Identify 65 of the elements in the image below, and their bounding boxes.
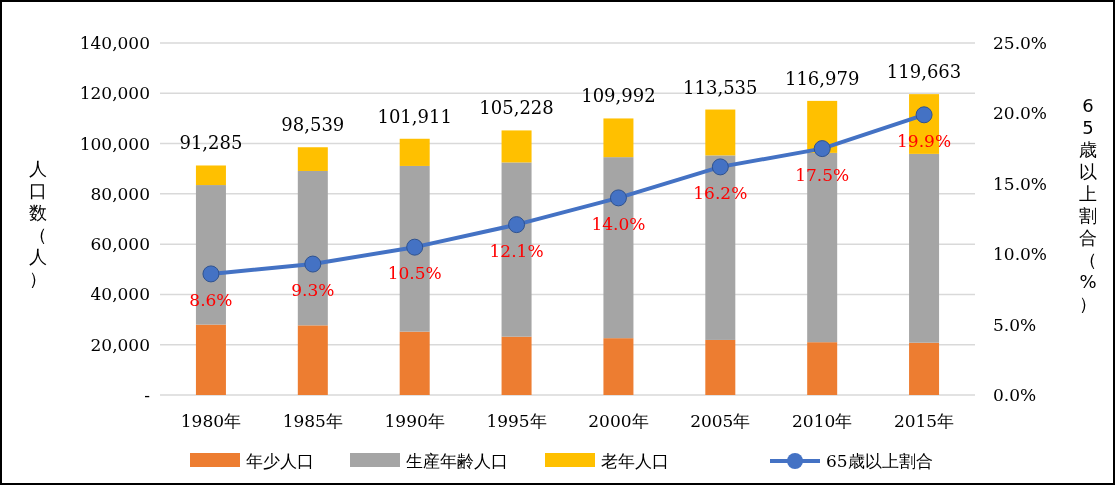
total-label: 98,539 — [281, 114, 345, 136]
x-tick-label: 1985年 — [282, 411, 343, 431]
y2-tick-label: 25.0% — [993, 33, 1048, 53]
y-tick-label: 20,000 — [90, 334, 150, 355]
total-label: 101,911 — [377, 105, 452, 127]
text: 65歳以上割合（%） — [1079, 95, 1097, 314]
legend-label: 老年人口 — [601, 451, 669, 471]
point — [813, 140, 831, 158]
total-label: 109,992 — [581, 85, 656, 107]
y-tick-label: 140,000 — [79, 33, 150, 53]
total-label: 113,535 — [683, 76, 758, 98]
x-tick-label: 1990年 — [384, 411, 445, 431]
total-label: 116,979 — [784, 67, 860, 89]
data-label: 16.2% — [693, 182, 748, 203]
bar — [909, 342, 940, 395]
y2-tick-label: 5.0% — [993, 314, 1037, 335]
bar — [705, 339, 736, 395]
total-label: 105,228 — [479, 97, 554, 119]
y-axis-title: 人口数（人） — [29, 158, 47, 289]
bar — [909, 153, 940, 343]
bar — [807, 342, 838, 395]
y2-tick-label: 0.0% — [993, 385, 1037, 405]
bar — [501, 130, 532, 163]
bar — [399, 331, 430, 395]
legend-label: 65歳以上割合 — [826, 451, 933, 471]
y2-tick-label: 15.0% — [993, 173, 1048, 194]
legend-label: 生産年齢人口 — [406, 451, 508, 471]
point — [609, 189, 627, 207]
y-tick-label: - — [144, 385, 150, 405]
point — [711, 158, 729, 176]
point — [406, 238, 424, 256]
x-tick-label: 2015年 — [893, 411, 955, 431]
y-tick-label: 100,000 — [79, 133, 150, 154]
x-tick-label: 1995年 — [486, 411, 547, 431]
point — [304, 255, 322, 273]
bar — [399, 138, 430, 166]
x-tick-label: 2010年 — [792, 411, 853, 431]
total-label: 119,663 — [886, 61, 962, 83]
y-tick-label: 80,000 — [90, 183, 150, 204]
point — [202, 265, 220, 283]
bar — [501, 336, 532, 395]
bar — [603, 118, 634, 158]
y2-tick-label: 10.0% — [993, 244, 1048, 265]
y2-tick-label: 20.0% — [993, 103, 1048, 124]
data-label: 12.1% — [489, 240, 544, 261]
bar — [195, 165, 226, 186]
bar — [297, 325, 328, 395]
legend-label: 年少人口 — [246, 451, 314, 471]
y-tick-label: 120,000 — [79, 83, 150, 104]
total-label: 91,285 — [179, 132, 243, 154]
bar — [297, 147, 328, 171]
y-tick-label: 40,000 — [90, 284, 150, 305]
bar — [603, 338, 634, 395]
bar — [195, 324, 226, 395]
data-label: 14.0% — [591, 213, 646, 234]
data-label: 8.6% — [189, 289, 233, 310]
data-label: 9.3% — [291, 280, 335, 301]
x-tick-label: 1980年 — [180, 411, 242, 431]
y-tick-label: 60,000 — [90, 234, 150, 255]
data-label: 10.5% — [387, 263, 442, 284]
bar — [705, 109, 736, 156]
x-tick-label: 2000年 — [588, 411, 649, 431]
data-label: 17.5% — [795, 164, 850, 185]
point — [508, 216, 526, 234]
x-tick-label: 2005年 — [690, 411, 751, 431]
